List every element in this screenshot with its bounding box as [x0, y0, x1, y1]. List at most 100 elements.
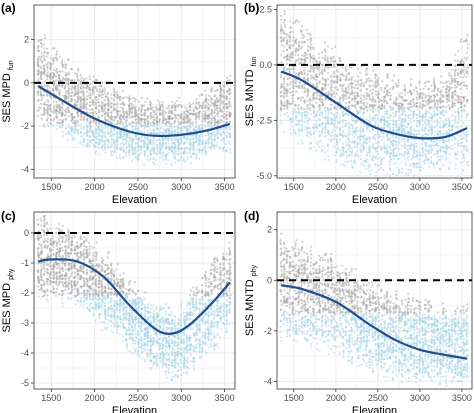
data-point — [356, 81, 359, 84]
data-point — [134, 111, 137, 114]
data-point — [115, 103, 118, 106]
data-point — [139, 145, 143, 149]
data-point — [204, 89, 207, 92]
data-point — [379, 86, 382, 89]
data-point — [146, 158, 150, 161]
data-point — [319, 139, 322, 142]
data-point — [124, 125, 128, 128]
data-point — [135, 156, 138, 159]
data-point — [113, 132, 116, 136]
data-point — [413, 110, 416, 113]
data-point — [46, 112, 49, 115]
data-point — [304, 51, 307, 54]
data-point — [103, 149, 106, 152]
data-point — [339, 133, 342, 136]
data-point — [371, 145, 375, 148]
data-point — [128, 122, 131, 125]
data-point — [350, 85, 353, 88]
data-point — [286, 99, 289, 102]
data-point — [378, 101, 381, 104]
data-point — [113, 129, 116, 132]
data-point — [300, 99, 303, 102]
data-point — [209, 117, 212, 120]
data-point — [291, 51, 294, 54]
data-point — [110, 117, 113, 120]
x-tick-label: 1500 — [41, 182, 61, 192]
data-point — [113, 103, 116, 106]
data-point — [86, 139, 89, 142]
data-point — [300, 119, 303, 122]
data-point — [147, 155, 150, 158]
data-point — [88, 104, 91, 107]
data-point — [326, 66, 329, 69]
data-point — [386, 136, 389, 139]
data-point — [37, 78, 40, 81]
data-point — [186, 152, 189, 155]
data-point — [106, 92, 110, 95]
data-point — [359, 149, 362, 152]
data-point — [107, 132, 110, 135]
data-point — [140, 149, 143, 152]
data-point — [294, 103, 297, 106]
data-point — [401, 131, 404, 134]
data-point — [392, 154, 395, 157]
data-point — [159, 142, 162, 145]
data-point — [401, 99, 404, 102]
data-point — [147, 139, 150, 142]
data-point — [327, 108, 330, 111]
data-point — [55, 123, 58, 126]
data-point — [312, 112, 315, 115]
data-point — [407, 114, 410, 117]
data-point — [113, 91, 116, 94]
data-point — [374, 163, 377, 166]
data-point — [219, 121, 222, 124]
data-point — [321, 73, 324, 76]
data-point — [310, 133, 313, 136]
data-point — [323, 67, 326, 70]
data-point — [398, 124, 401, 127]
data-point — [280, 54, 283, 57]
data-point — [398, 95, 401, 98]
data-point — [146, 137, 149, 140]
data-point — [159, 126, 162, 129]
data-point — [208, 124, 211, 127]
data-point — [109, 135, 112, 138]
data-point — [180, 113, 183, 116]
data-point — [37, 98, 40, 101]
data-point — [359, 158, 363, 161]
data-point — [58, 74, 61, 77]
data-point — [122, 110, 125, 113]
data-point — [201, 104, 205, 107]
data-point — [45, 103, 49, 107]
data-point — [143, 118, 146, 121]
data-point — [415, 113, 418, 116]
data-point — [348, 96, 351, 99]
data-point — [395, 123, 398, 126]
data-point — [288, 58, 291, 61]
data-point — [341, 154, 344, 157]
data-point — [318, 104, 321, 107]
data-point — [228, 115, 231, 118]
data-point — [82, 83, 85, 86]
data-point — [222, 120, 225, 123]
data-point — [406, 140, 409, 143]
data-point — [139, 113, 143, 116]
data-point — [368, 85, 371, 88]
data-point — [360, 151, 363, 154]
data-point — [374, 90, 377, 93]
data-point — [307, 45, 310, 48]
data-point — [406, 91, 409, 94]
data-point — [71, 92, 74, 95]
data-point — [104, 118, 107, 122]
data-point — [49, 56, 52, 59]
data-point — [335, 134, 338, 137]
data-point — [119, 114, 123, 117]
data-point — [365, 142, 368, 145]
data-point — [209, 135, 212, 138]
data-point — [201, 115, 204, 118]
data-point — [73, 102, 76, 105]
data-point — [132, 127, 135, 131]
data-point — [297, 104, 300, 107]
data-point — [395, 112, 398, 116]
data-point — [168, 125, 171, 128]
